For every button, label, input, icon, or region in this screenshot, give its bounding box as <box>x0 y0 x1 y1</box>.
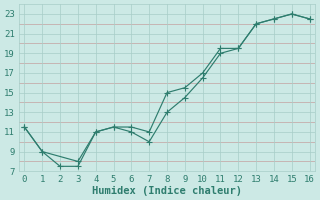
X-axis label: Humidex (Indice chaleur): Humidex (Indice chaleur) <box>92 186 242 196</box>
